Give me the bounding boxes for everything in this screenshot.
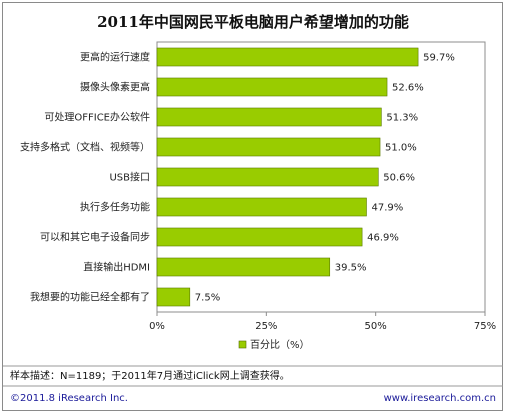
category-label: USB接口 (109, 171, 150, 184)
value-label: 46.9% (367, 233, 399, 244)
value-label: 59.7% (423, 53, 455, 64)
x-tick-label: 50% (365, 321, 387, 332)
bar (156, 287, 191, 307)
x-tick-label: 75% (474, 321, 496, 332)
legend: 百分比（%） (238, 339, 310, 351)
value-label: 51.0% (385, 143, 417, 154)
value-label: 39.5% (335, 263, 367, 274)
x-tick-label: 25% (255, 321, 277, 332)
category-label: 我想要的功能已经全都有了 (30, 291, 150, 304)
value-label: 50.6% (383, 173, 415, 184)
chart-marks: 更高的运行速度 59.7% 摄像头像素更高 52.6% 可处理OFFICE办公软件 51.… (20, 47, 455, 307)
category-label: 支持多格式（文档、视频等） (20, 141, 150, 154)
x-tick-label: 0% (149, 321, 165, 332)
bar (156, 167, 379, 187)
legend-swatch (238, 340, 247, 349)
legend-label: 百分比（%） (250, 339, 310, 351)
website-link[interactable]: www.iresearch.com.cn (384, 393, 496, 404)
bar (156, 227, 363, 247)
category-label: 摄像头像素更高 (80, 81, 150, 94)
bar (156, 77, 388, 97)
value-label: 47.9% (371, 203, 403, 214)
chart-title: 2011年中国网民平板电脑用户希望增加的功能 (97, 13, 409, 31)
value-label: 52.6% (392, 83, 424, 94)
x-axis: 0% 25% 50% 75% (149, 312, 496, 332)
copyright: ©2011.8 iResearch Inc. (10, 393, 128, 404)
value-label: 51.3% (386, 113, 418, 124)
category-label: 直接输出HDMI (83, 261, 150, 274)
bar (156, 197, 367, 217)
category-label: 更高的运行速度 (80, 51, 150, 64)
value-label: 7.5% (195, 293, 220, 304)
sample-note: 样本描述：N=1189；于2011年7月通过iClick网上调查获得。 (10, 369, 290, 382)
category-label: 可以和其它电子设备同步 (40, 231, 150, 244)
bar (156, 107, 382, 127)
category-label: 执行多任务功能 (80, 201, 150, 214)
bar (156, 257, 331, 277)
category-label: 可处理OFFICE办公软件 (44, 111, 150, 124)
bar (156, 47, 419, 67)
bar (156, 137, 381, 157)
